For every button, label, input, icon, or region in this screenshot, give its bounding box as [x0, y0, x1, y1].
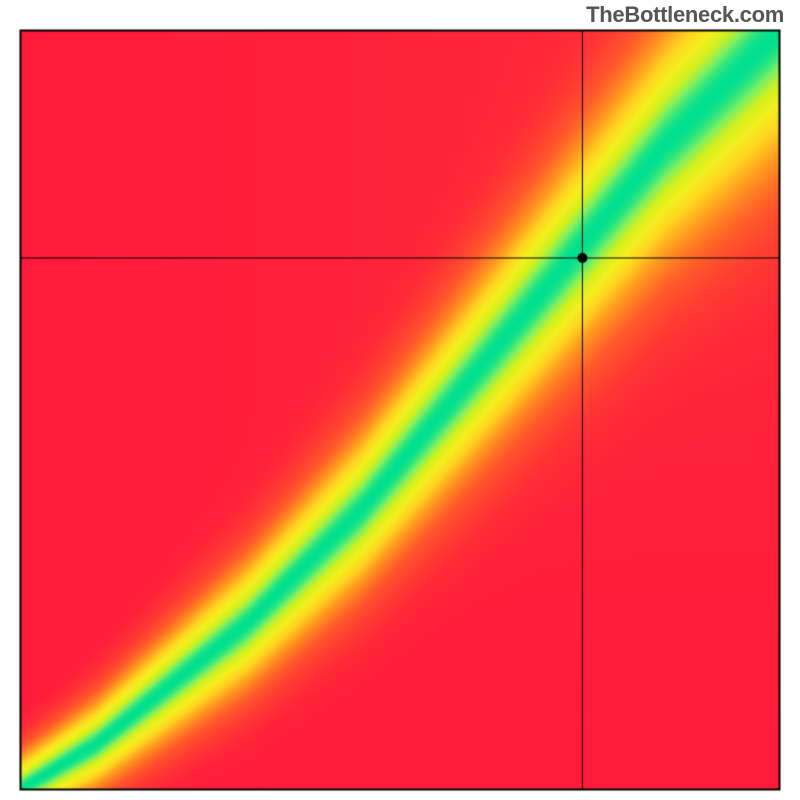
chart-container: TheBottleneck.com	[0, 0, 800, 800]
bottleneck-heatmap	[0, 0, 800, 800]
watermark-text: TheBottleneck.com	[586, 2, 784, 28]
